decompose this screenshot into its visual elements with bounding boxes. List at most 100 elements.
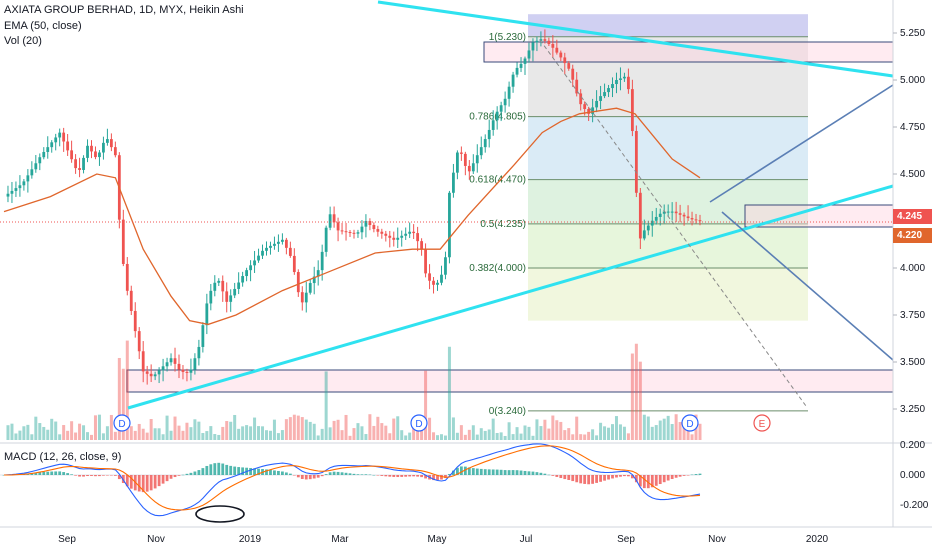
macd-line[interactable] <box>3 443 701 517</box>
candle-body <box>471 163 475 172</box>
macd-histogram-bar <box>603 475 606 481</box>
macd-histogram-bar <box>642 475 646 489</box>
ascending-trendline[interactable] <box>127 184 894 410</box>
fib-diagonal-line[interactable] <box>539 39 807 407</box>
candle-body <box>197 346 201 359</box>
candle-body <box>86 145 89 158</box>
macd-histogram-bar <box>141 475 145 493</box>
signal-line[interactable] <box>4 445 701 511</box>
dividend-marker[interactable]: D <box>113 414 131 432</box>
macd-tick-label: 0.000 <box>900 470 925 481</box>
volume-bar <box>519 433 523 440</box>
channel-lower-line[interactable] <box>721 211 894 361</box>
candle-body <box>424 249 427 274</box>
volume-bar <box>674 414 678 440</box>
macd-histogram-bar <box>678 475 682 477</box>
candle-body <box>587 109 591 114</box>
volume-bar <box>173 416 177 440</box>
candle-body <box>10 190 14 194</box>
candle-body <box>121 219 125 264</box>
volume-bar <box>149 418 153 440</box>
dividend-marker[interactable]: D <box>410 414 428 432</box>
candles <box>6 29 702 385</box>
volume-bar <box>535 419 539 440</box>
channel-upper-line[interactable] <box>709 84 894 203</box>
macd-histogram-bar <box>479 468 483 475</box>
price-tick-label: 4.000 <box>900 263 925 274</box>
volume-bar <box>487 429 491 440</box>
volume-bar <box>38 423 42 440</box>
candle-body <box>650 220 654 226</box>
macd-histogram-bar <box>308 475 312 480</box>
price-tick-label: 3.250 <box>900 404 925 415</box>
volume-bar <box>599 422 603 440</box>
macd-histogram-bar <box>547 474 551 476</box>
candle-body <box>221 280 225 292</box>
candle-body <box>483 139 487 148</box>
earnings-marker[interactable]: E <box>753 414 771 432</box>
macd-histogram-bar <box>623 475 626 477</box>
support-box-bottom[interactable] <box>126 369 894 393</box>
candle-body <box>98 152 101 158</box>
volume-bar <box>233 414 237 440</box>
macd-histogram-bar <box>42 471 46 475</box>
candle-body <box>559 52 563 58</box>
macd-histogram-bar <box>364 474 368 475</box>
macd-histogram-bar <box>650 475 654 488</box>
volume-bar <box>292 414 296 440</box>
dividend-marker[interactable]: D <box>681 414 699 432</box>
volume-bar <box>34 416 38 440</box>
candle-body <box>467 165 471 172</box>
volume-bar <box>82 425 86 440</box>
macd-histogram-bar <box>352 473 356 475</box>
price-tick-label: 3.750 <box>900 310 925 321</box>
volume-bar <box>189 427 193 440</box>
macd-histogram-bar <box>674 475 678 478</box>
volume-bar <box>145 432 149 440</box>
ema-line[interactable] <box>3 107 701 326</box>
macd-histogram-bar <box>634 475 638 483</box>
volume-bars <box>6 340 702 440</box>
candle-body <box>245 270 249 277</box>
volume-bar <box>153 428 157 440</box>
candle-body <box>638 192 642 239</box>
volume-bar <box>503 435 507 440</box>
volume-bar <box>658 420 662 440</box>
volume-bar <box>539 426 543 440</box>
macd-histogram-bar <box>551 475 555 476</box>
candle-body <box>82 157 85 170</box>
candle-body <box>30 169 34 176</box>
macd-histogram-bar <box>328 472 332 475</box>
volume-bar <box>30 434 34 440</box>
volume-bar <box>666 415 670 440</box>
candle-body <box>547 40 551 45</box>
macd-histogram-bar <box>237 467 241 475</box>
macd-histogram-bar <box>225 464 229 475</box>
macd-histogram-bar <box>396 475 400 478</box>
macd-histogram-bar <box>360 474 364 475</box>
macd-histogram-bar <box>432 475 435 481</box>
price-tick-label: 5.000 <box>900 75 925 86</box>
macd-histogram-bar <box>74 475 77 476</box>
annotation-ellipse[interactable] <box>195 505 245 523</box>
descending-trendline[interactable] <box>377 0 894 78</box>
candle-body <box>336 222 340 231</box>
volume-bar <box>412 420 416 440</box>
candle-body <box>320 251 324 271</box>
macd-histogram-bar <box>253 468 256 475</box>
macd-histogram-bar <box>424 475 427 479</box>
candle-body <box>535 40 539 43</box>
volume-bar <box>257 426 261 440</box>
time-tick-label: 2019 <box>239 534 262 545</box>
candle-body <box>332 214 336 223</box>
macd-histogram-bar <box>129 475 133 489</box>
resistance-box-top[interactable] <box>483 41 894 63</box>
macd-histogram-bar <box>189 472 193 475</box>
macd-histogram-bar <box>66 473 70 475</box>
volume-bar <box>618 424 622 440</box>
volume-bar <box>471 425 475 440</box>
candle-body <box>113 147 117 156</box>
macd-histogram-bar <box>523 470 527 475</box>
volume-bar <box>245 425 249 440</box>
